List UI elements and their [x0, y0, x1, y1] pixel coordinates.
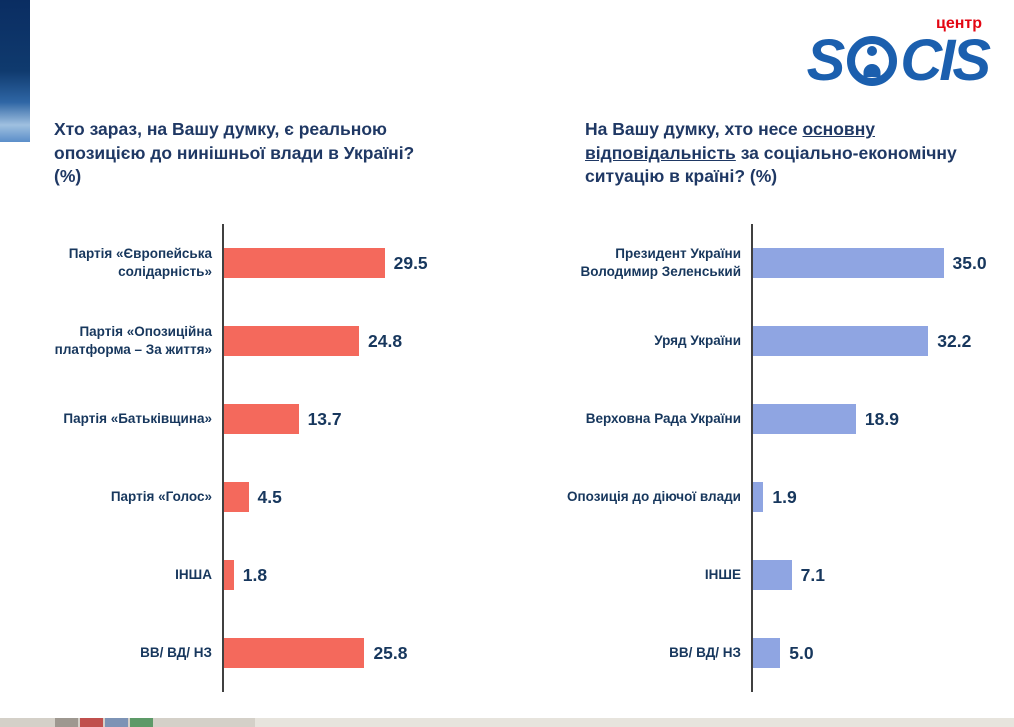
chart-rows: Партія «Європейська солідарність» 29.5 Пар… — [40, 224, 495, 692]
chart-row: Партія «Європейська солідарність» 29.5 — [40, 224, 495, 302]
value-label: 4.5 — [257, 486, 282, 507]
logo-letters-cis: CIS — [900, 28, 991, 93]
plot-area: 1.9 — [751, 458, 1006, 536]
plot-area: 5.0 — [751, 614, 1006, 692]
category-label: Верховна Рада України — [585, 411, 741, 427]
taskbar-item[interactable] — [55, 718, 78, 727]
value-label: 35.0 — [952, 252, 987, 273]
taskbar-item[interactable] — [105, 718, 128, 727]
category-label: Партія «Опозиційна платформа – За життя» — [54, 324, 212, 357]
taskbar — [0, 718, 1014, 727]
plot-area: 24.8 — [222, 302, 495, 380]
value-label: 32.2 — [937, 330, 972, 351]
chart-row: Уряд України 32.2 — [551, 302, 1006, 380]
chart-title-segment: основну — [802, 119, 875, 139]
bar — [224, 326, 360, 356]
category-label: Партія «Батьківщина» — [63, 411, 212, 427]
chart-rows: Президент України Володимир Зеленський 35… — [551, 224, 1006, 692]
taskbar-item[interactable] — [80, 718, 103, 727]
value-label: 29.5 — [393, 252, 428, 273]
value-label: 7.1 — [800, 564, 825, 585]
chart-row: ІНШЕ 7.1 — [551, 536, 1006, 614]
category-label: ВВ/ ВД/ НЗ — [669, 645, 741, 661]
taskbar-wide-segment[interactable] — [255, 718, 1014, 727]
category-label: ІНША — [175, 567, 212, 583]
chart-row: Опозиція до діючої влади 1.9 — [551, 458, 1006, 536]
chart-row: Президент України Володимир Зеленський 35… — [551, 224, 1006, 302]
value-label: 1.9 — [772, 486, 797, 507]
chart-title: Хто зараз, на Вашу думку, є реальною опо… — [54, 118, 446, 190]
category-label: Президент України Володимир Зеленський — [580, 246, 741, 279]
logo-subtitle: центр — [935, 15, 982, 32]
bar — [753, 638, 781, 668]
bar — [224, 248, 385, 278]
category-label: Партія «Європейська солідарність» — [68, 246, 212, 279]
chart-row: ВВ/ ВД/ НЗ 25.8 — [40, 614, 495, 692]
plot-area: 32.2 — [751, 302, 1006, 380]
category-label: Партія «Голос» — [110, 489, 212, 505]
value-label: 1.8 — [242, 564, 268, 585]
chart-row: Партія «Батьківщина» 13.7 — [40, 380, 495, 458]
plot-area: 4.5 — [222, 458, 495, 536]
category-label: ВВ/ ВД/ НЗ — [140, 645, 212, 661]
plot-area: 29.5 — [222, 224, 495, 302]
chart-row: ІНША 1.8 — [40, 536, 495, 614]
chart-title-segment: Хто зараз, на Вашу думку, є реальною опо… — [54, 119, 415, 187]
value-label: 18.9 — [864, 408, 899, 429]
chart-title-segment: відповідальність — [585, 142, 736, 163]
logo-letter-s: S — [806, 28, 846, 93]
chart-row: Партія «Голос» 4.5 — [40, 458, 495, 536]
value-label: 25.8 — [373, 642, 408, 663]
plot-area: 7.1 — [751, 536, 1006, 614]
bar — [224, 638, 365, 668]
plot-area: 25.8 — [222, 614, 495, 692]
chart-opposition: Хто зараз, на Вашу думку, є реальною опо… — [40, 118, 495, 692]
bar — [753, 560, 792, 590]
logo-title: S CIS — [806, 28, 991, 93]
bar — [753, 326, 929, 356]
plot-area: 18.9 — [751, 380, 1006, 458]
bar — [753, 482, 764, 512]
plot-area: 35.0 — [751, 224, 1006, 302]
chart-row: ВВ/ ВД/ НЗ 5.0 — [551, 614, 1006, 692]
charts-area: Хто зараз, на Вашу думку, є реальною опо… — [40, 118, 1006, 692]
socis-logo: центр S CIS — [806, 15, 991, 93]
chart-responsibility: На Вашу думку, хто несе основну відповід… — [551, 118, 1006, 692]
value-label: 5.0 — [789, 642, 814, 663]
plot-area: 13.7 — [222, 380, 495, 458]
bar — [753, 248, 944, 278]
plot-area: 1.8 — [222, 536, 495, 614]
category-label: Уряд України — [654, 333, 741, 349]
value-label: 24.8 — [368, 330, 403, 351]
chart-title-segment: за соціально-економічну ситуацію в країн… — [585, 142, 957, 187]
chart-title: На Вашу думку, хто несе основну відповід… — [585, 118, 973, 190]
chart-row: Верховна Рада України 18.9 — [551, 380, 1006, 458]
category-label: Опозиція до діючої влади — [566, 489, 741, 505]
value-label: 13.7 — [307, 408, 342, 429]
chart-row: Партія «Опозиційна платформа – За життя»… — [40, 302, 495, 380]
bar — [224, 560, 234, 590]
chart-title-segment: На Вашу думку, хто несе — [585, 119, 803, 139]
bar — [753, 404, 856, 434]
bar — [224, 482, 249, 512]
category-label: ІНШЕ — [704, 567, 741, 583]
person-icon — [847, 36, 898, 86]
taskbar-item[interactable] — [130, 718, 153, 727]
bar — [224, 404, 299, 434]
decorative-left-bar — [0, 0, 30, 142]
